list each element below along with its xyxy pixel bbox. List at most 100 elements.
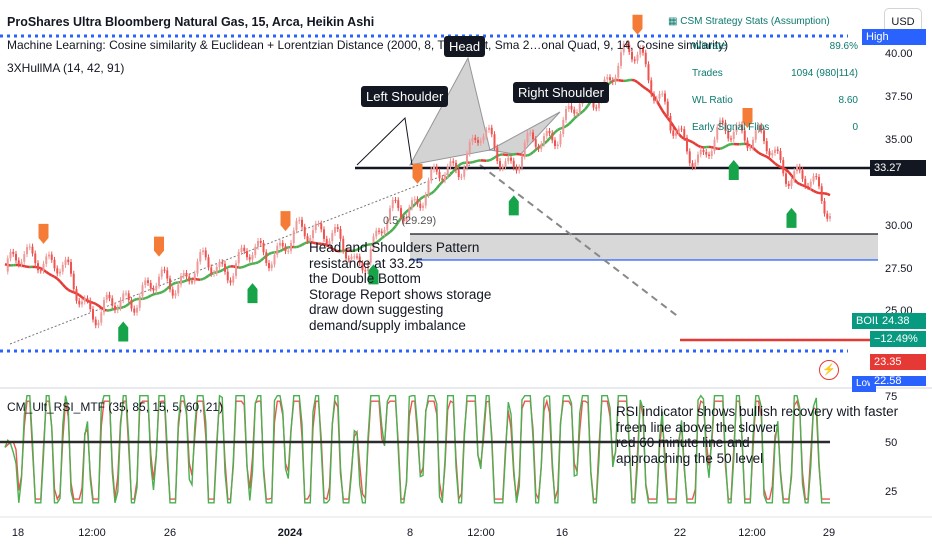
candle-body bbox=[815, 176, 818, 178]
sell-signal-marker bbox=[742, 107, 753, 128]
hull-segment bbox=[389, 228, 394, 233]
fib-zone bbox=[410, 234, 878, 260]
candle-body bbox=[628, 44, 631, 52]
candle-body bbox=[757, 125, 760, 131]
left-shoulder-lines bbox=[356, 116, 413, 166]
candle-body bbox=[221, 262, 224, 264]
candle-body bbox=[111, 298, 114, 306]
hs-pattern-note[interactable]: Head and Shoulders Pattern resistance at… bbox=[309, 240, 492, 333]
candle-body bbox=[6, 258, 9, 272]
hull-segment bbox=[697, 144, 702, 149]
candle-body bbox=[730, 138, 732, 140]
candle-body bbox=[609, 77, 611, 81]
candle-body bbox=[218, 262, 221, 267]
rsi-fast-line bbox=[4, 394, 830, 504]
hull-segment bbox=[554, 128, 559, 134]
hull-segment bbox=[771, 160, 776, 165]
candle-body bbox=[232, 275, 235, 283]
hull-segment bbox=[298, 243, 303, 248]
hull-segment bbox=[581, 108, 587, 113]
hull-segment bbox=[378, 237, 383, 242]
right-shoulder-fill bbox=[488, 111, 561, 156]
candle-body bbox=[551, 133, 554, 141]
candle-body bbox=[163, 269, 166, 271]
candle-body bbox=[446, 166, 449, 176]
hull-segment bbox=[694, 142, 699, 147]
candle-body bbox=[61, 264, 64, 272]
candle-body bbox=[644, 52, 647, 65]
candle-body bbox=[463, 167, 466, 177]
hull-segment bbox=[777, 164, 782, 169]
candle-body bbox=[116, 307, 119, 311]
hull-segment bbox=[92, 301, 97, 306]
candle-body bbox=[479, 140, 482, 143]
hull-segment bbox=[642, 85, 647, 90]
candle-body bbox=[334, 227, 336, 233]
candle-body bbox=[683, 129, 686, 138]
candle-body bbox=[807, 186, 809, 188]
candle-body bbox=[180, 275, 182, 285]
candle-body bbox=[719, 120, 721, 128]
hull-segment bbox=[359, 245, 364, 250]
hull-segment bbox=[53, 275, 58, 280]
candle-body bbox=[727, 131, 730, 139]
candle-body bbox=[336, 227, 339, 230]
candle-body bbox=[246, 251, 248, 258]
candle-body bbox=[501, 167, 504, 169]
candle-body bbox=[185, 273, 188, 277]
hull-segment bbox=[254, 261, 259, 265]
candle-body bbox=[380, 231, 383, 234]
hull-segment bbox=[172, 281, 176, 286]
candle-body bbox=[823, 200, 826, 214]
candle-body bbox=[130, 300, 133, 309]
stats-row: Winrate 89.6% bbox=[668, 33, 858, 60]
rsi-tick: 25 bbox=[885, 486, 897, 498]
projection-dashed-line bbox=[479, 164, 681, 319]
candle-body bbox=[100, 312, 103, 323]
hull-indicator-label[interactable]: 3XHullMA (14, 42, 91) bbox=[7, 61, 125, 75]
candle-body bbox=[356, 256, 358, 258]
left-shoulder-label[interactable]: Left Shoulder bbox=[361, 86, 449, 107]
candle-body bbox=[188, 276, 191, 282]
candle-body bbox=[625, 43, 628, 45]
flash-icon[interactable]: ⚡ bbox=[819, 360, 839, 380]
rsi-indicator-label[interactable]: CM_Ult_RSI_MTF (35, 85, 15, 5, 60, 21) bbox=[7, 400, 224, 414]
sell-signal-marker bbox=[412, 163, 423, 184]
candle-body bbox=[435, 166, 438, 172]
candle-body bbox=[433, 166, 435, 170]
candle-body bbox=[768, 151, 771, 156]
hull-segment bbox=[527, 153, 531, 157]
hull-segment bbox=[394, 221, 400, 227]
candle-body bbox=[207, 257, 210, 268]
candle-body bbox=[752, 139, 754, 148]
candle-body bbox=[240, 247, 243, 252]
candle-body bbox=[617, 65, 620, 78]
time-axis: 18 12:00 26 2024 8 12:00 16 22 12:00 29 bbox=[12, 527, 835, 539]
candle-body bbox=[89, 300, 92, 310]
candle-body bbox=[763, 130, 765, 142]
candle-body bbox=[493, 134, 496, 148]
hull-segment bbox=[768, 157, 774, 162]
candle-body bbox=[345, 250, 347, 259]
stats-label: Trades bbox=[692, 68, 723, 79]
candle-body bbox=[796, 166, 798, 172]
candle-body bbox=[353, 256, 356, 258]
right-shoulder-label[interactable]: Right Shoulder bbox=[513, 82, 609, 103]
hull-segment bbox=[48, 272, 53, 277]
candle-body bbox=[372, 236, 375, 249]
candle-body bbox=[361, 263, 364, 271]
hull-segment bbox=[246, 263, 251, 267]
candle-body bbox=[449, 161, 452, 167]
candle-body bbox=[598, 100, 600, 109]
candle-body bbox=[105, 294, 108, 300]
rsi-note[interactable]: RSI indicator shows bullish recovery wit… bbox=[616, 404, 899, 466]
rsi-tick: 75 bbox=[885, 391, 897, 403]
hull-segment bbox=[757, 151, 762, 156]
price-tick: 40.00 bbox=[885, 48, 913, 60]
head-label[interactable]: Head bbox=[444, 36, 486, 57]
candle-body bbox=[237, 251, 240, 264]
candle-body bbox=[155, 285, 158, 291]
ml-indicator-label[interactable]: Machine Learning: Cosine similarity & Eu… bbox=[7, 38, 729, 52]
candle-body bbox=[202, 250, 204, 253]
candle-body bbox=[78, 300, 81, 305]
